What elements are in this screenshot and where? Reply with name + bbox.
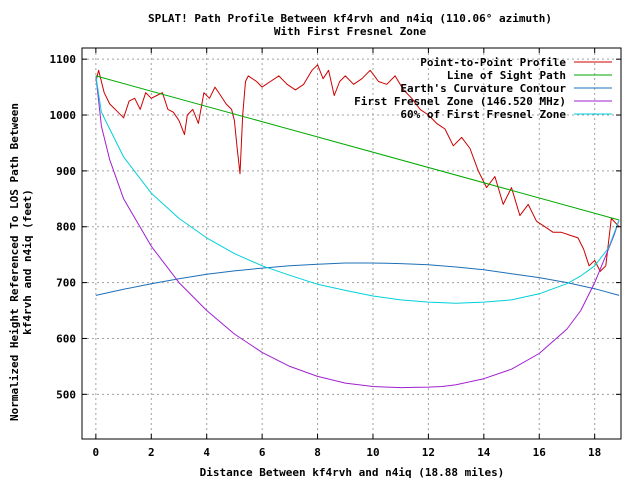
y-tick-label: 700: [56, 277, 76, 290]
chart-title: SPLAT! Path Profile Between kf4rvh and n…: [148, 12, 552, 25]
y-axis-label-line2: kf4rvh and n4iq (feet): [21, 189, 34, 335]
x-tick-label: 8: [314, 446, 321, 459]
x-tick-label: 12: [422, 446, 435, 459]
x-axis-label: Distance Between kf4rvh and n4iq (18.88 …: [200, 466, 505, 479]
series-line-line-of-sight-path: [95, 75, 620, 221]
legend-label: Line of Sight Path: [447, 69, 566, 82]
legend-label: 60% of First Fresnel Zone: [400, 108, 566, 121]
y-tick-label: 500: [56, 388, 76, 401]
x-tick-label: 2: [148, 446, 155, 459]
legend-label: Earth's Curvature Contour: [400, 82, 566, 95]
x-tick-label: 4: [203, 446, 210, 459]
x-tick-label: 6: [259, 446, 266, 459]
series-line-point-to-point-profile: [95, 64, 620, 272]
x-tick-label: 14: [477, 446, 491, 459]
y-tick-label: 1000: [50, 109, 77, 122]
series-layer: [95, 64, 620, 389]
chart-subtitle: With First Fresnel Zone: [274, 25, 427, 38]
x-tick-label: 10: [366, 446, 379, 459]
plot-frame: [81, 47, 622, 440]
legend-label: First Fresnel Zone (146.520 MHz): [354, 95, 566, 108]
x-tick-label: 0: [93, 446, 100, 459]
y-tick-label: 600: [56, 332, 76, 345]
x-tick-label: 18: [588, 446, 601, 459]
tick-layer: 0 2 4 6 8 10 12 14 16 18 500 600 700 800 900 1000 1100: [50, 48, 621, 459]
x-tick-label: 16: [533, 446, 547, 459]
y-tick-label: 800: [56, 221, 76, 234]
grid-layer: [82, 48, 621, 439]
legend-label: Point-to-Point Profile: [420, 56, 566, 69]
y-axis-label-line1: Normalized Height Referenced To LOS Path…: [8, 103, 21, 421]
series-line-60-of-first-fresnel-zone: [95, 75, 620, 304]
series-line-first-fresnel-zone-146-520-mhz: [95, 75, 620, 389]
y-tick-label: 1100: [50, 53, 77, 66]
series-line-earth-s-curvature-contour: [95, 262, 620, 296]
y-tick-label: 900: [56, 165, 76, 178]
